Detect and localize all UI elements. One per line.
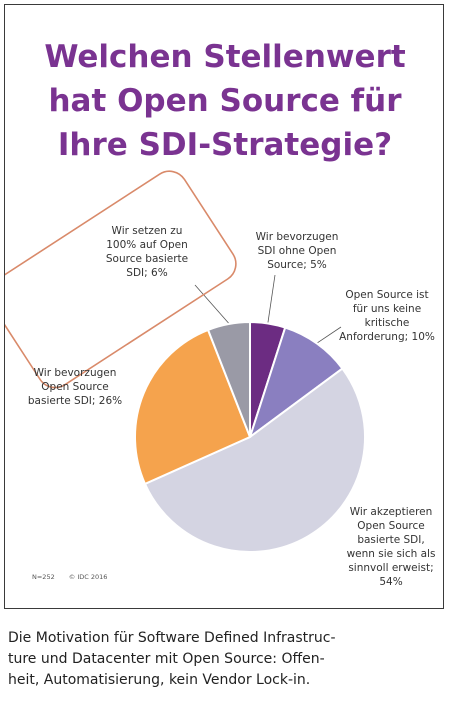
caption-line: ture und Datacenter mit Open Source: Off…: [8, 651, 325, 667]
sample-size: N=252: [32, 573, 55, 581]
slice-label-bevorzugen-open-source: Wir bevorzugen Open Source basierte SDI;…: [27, 367, 123, 407]
slice-100-prozent-open-source: [206, 320, 251, 438]
title-line: Ihre SDI-Strategie?: [57, 127, 393, 163]
title-line: hat Open Source für: [48, 83, 402, 119]
caption-line: Die Motivation für Software Defined Infr…: [8, 630, 336, 646]
caption-line: heit, Automatisierung, kein Vendor Lock-…: [8, 672, 311, 688]
leader-line: [267, 274, 276, 323]
slice-label-keine-kritische-anforderung: Open Source ist für uns keine kritische …: [339, 289, 435, 343]
title-line: Welchen Stellenwert: [44, 39, 406, 75]
pie-chart: [5, 170, 366, 554]
copyright: © IDC 2016: [68, 573, 108, 581]
highlight-box: [5, 170, 237, 389]
slice-bevorzugen-open-source: [134, 328, 252, 486]
footnote: N=252 © IDC 2016: [32, 573, 119, 581]
leader-line: [317, 326, 342, 344]
chart-frame: Welchen Stellenwert hat Open Source für …: [4, 4, 444, 609]
slice-label-ohne-open-source: Wir bevorzugen SDI ohne Open Source; 5%: [255, 231, 339, 271]
slice-akzeptieren: [143, 367, 366, 554]
slice-label-akzeptieren-open-source: Wir akzeptieren Open Source basierte SDI…: [346, 506, 436, 588]
chart-title: Welchen Stellenwert hat Open Source für …: [5, 35, 445, 167]
leader-line: [194, 284, 229, 324]
slice-keine-kritische-anforderung: [248, 326, 344, 440]
caption: Die Motivation für Software Defined Infr…: [8, 628, 444, 691]
slice-label-100-percent-open-source: Wir setzen zu 100% auf Open Source basie…: [105, 225, 189, 279]
